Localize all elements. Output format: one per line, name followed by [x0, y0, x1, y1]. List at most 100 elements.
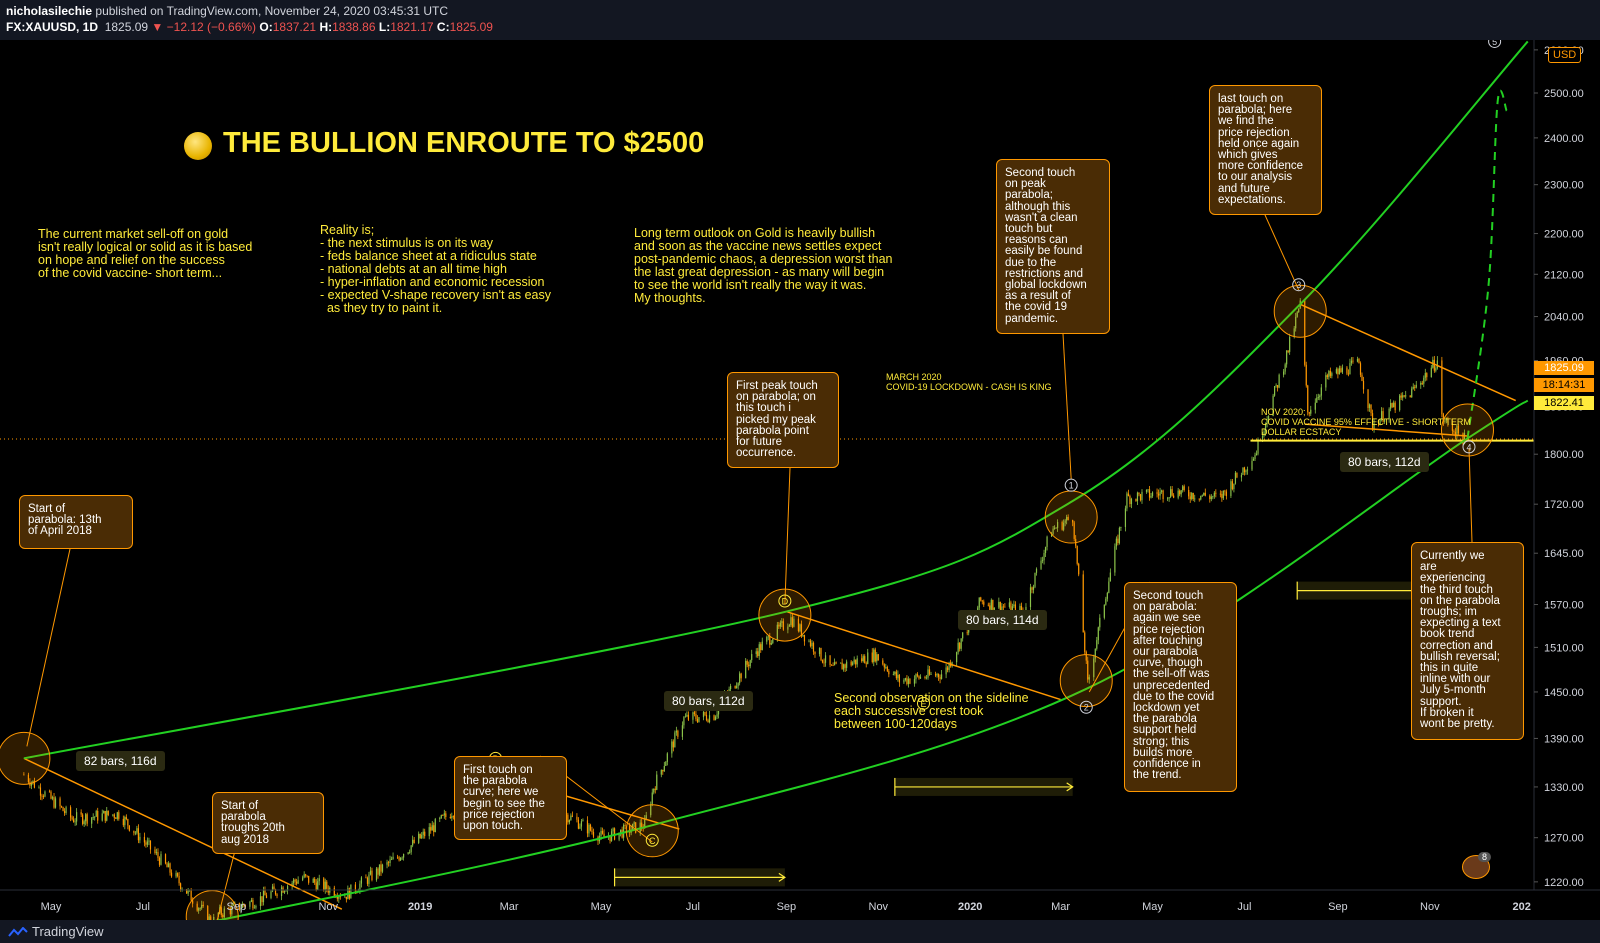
- candle-body: [818, 647, 821, 654]
- candle-body: [1283, 371, 1285, 375]
- price-tick-label: 1645.00: [1544, 548, 1584, 560]
- candle-body: [428, 827, 430, 837]
- candle-body: [882, 660, 884, 665]
- candle-body: [54, 798, 57, 808]
- note-march-2020: MARCH 2020 COVID-19 LOCKDOWN - CASH IS K…: [886, 372, 1052, 392]
- symbol-label[interactable]: FX:XAUUSD, 1D: [6, 20, 99, 34]
- candle-body: [1451, 422, 1454, 431]
- candle-body: [734, 685, 736, 689]
- candle-body: [53, 797, 55, 808]
- candle-body: [1034, 572, 1036, 587]
- candle-body: [865, 663, 867, 665]
- candle-body: [788, 625, 790, 627]
- time-tick-label: May: [1142, 901, 1163, 913]
- bar-range-label-2: 80 bars, 112d: [664, 691, 753, 711]
- callout-first-touch-text: First touch on the parabola curve; here …: [463, 764, 545, 833]
- candle-body: [1252, 458, 1255, 461]
- candle-body: [1120, 526, 1122, 528]
- candle-body: [770, 642, 772, 645]
- candle-body: [1400, 395, 1402, 398]
- callout-last-touch[interactable]: last touch on parabola; here we find the…: [1209, 85, 1322, 215]
- marker-label-C: C: [649, 836, 656, 846]
- callout-first-peak[interactable]: First peak touch on parabola; on this to…: [727, 372, 839, 468]
- candle-body: [244, 905, 246, 907]
- candle-body: [243, 903, 245, 906]
- candle-body: [1390, 403, 1392, 409]
- candle-body: [1224, 490, 1226, 492]
- callout-second-peak[interactable]: Second touch on peak parabola; although …: [996, 159, 1110, 334]
- time-tick-label: 2019: [408, 901, 432, 913]
- candle-body: [1328, 370, 1330, 377]
- candle-body: [714, 716, 717, 721]
- tradingview-brand[interactable]: TradingView: [32, 924, 104, 939]
- callout-first-peak-text: First peak touch on parabola; on this to…: [736, 380, 818, 460]
- candle-body: [790, 617, 792, 626]
- candle-body: [644, 819, 646, 829]
- candle-body: [1305, 364, 1307, 386]
- symbol-line: FX:XAUUSD, 1D 1825.09 ▼ −12.12 (−0.66%) …: [6, 20, 493, 34]
- candle-body: [228, 908, 230, 910]
- candle-body: [63, 811, 66, 813]
- candle-body: [1267, 415, 1270, 421]
- candle-body: [980, 597, 982, 601]
- candle-body: [1382, 411, 1384, 422]
- candle-body: [1377, 423, 1380, 426]
- touch-circle: [1273, 284, 1327, 338]
- candle-body: [861, 658, 863, 662]
- candle-body: [1415, 384, 1417, 388]
- candle-body: [283, 891, 286, 893]
- candle-body: [633, 822, 635, 824]
- candle-body: [580, 821, 583, 827]
- price-tick-label: 1220.00: [1544, 877, 1584, 889]
- candle-body: [1263, 431, 1265, 436]
- callout-troughs-start[interactable]: Start of parabola troughs 20th aug 2018: [212, 792, 324, 854]
- currency-badge[interactable]: USD: [1548, 47, 1582, 63]
- candle-body: [898, 674, 900, 683]
- author-avatar[interactable]: [1462, 855, 1490, 879]
- callout-currently[interactable]: Currently we are experiencing the third …: [1411, 542, 1524, 740]
- candle-body: [1200, 495, 1202, 500]
- callout-first-touch[interactable]: First touch on the parabola curve; here …: [454, 756, 567, 840]
- low-value: 1821.17: [390, 20, 434, 34]
- candle-body: [886, 667, 888, 672]
- candle-body: [190, 889, 192, 901]
- candle-body: [1331, 373, 1333, 376]
- candle-body: [660, 769, 662, 775]
- callout-parabola-start[interactable]: Start of parabola: 13th of April 2018: [19, 495, 133, 549]
- candle-body: [1085, 651, 1087, 661]
- callout-second-parabola[interactable]: Second touch on parabola: again we see p…: [1124, 582, 1237, 792]
- candle-body: [823, 662, 825, 664]
- candle-body: [1289, 336, 1291, 352]
- candle-body: [1057, 522, 1059, 528]
- candle-body: [1099, 617, 1101, 628]
- candle-body: [1046, 536, 1048, 548]
- candle-body: [122, 818, 124, 826]
- author-name[interactable]: nicholasilechie: [6, 4, 93, 18]
- candle-body: [296, 881, 298, 884]
- candle-body: [139, 836, 141, 841]
- candle-body: [990, 599, 992, 610]
- candle-body: [38, 787, 40, 789]
- avatar-badge: 8: [1478, 852, 1492, 862]
- candle-body: [937, 674, 940, 678]
- last-price: 1825.09: [104, 20, 149, 34]
- candle-body: [1203, 492, 1205, 496]
- candle-body: [1286, 350, 1288, 365]
- candle-body: [873, 649, 875, 663]
- candle-body: [359, 883, 361, 891]
- candle-body: [1442, 414, 1444, 422]
- touch-circle: [1044, 490, 1098, 544]
- date-range-arrow: [778, 872, 786, 882]
- candle-body: [577, 819, 580, 829]
- candle-body: [442, 814, 444, 816]
- candle-body: [1084, 632, 1086, 652]
- note-middle: Reality is; - the next stimulus is on it…: [320, 223, 551, 315]
- candle-body: [1403, 395, 1405, 397]
- candle-body: [1179, 490, 1181, 495]
- note-left: The current market sell-off on gold isn'…: [38, 227, 253, 280]
- candle-body: [586, 820, 589, 834]
- candle-body: [430, 827, 432, 831]
- candle-body: [50, 791, 52, 799]
- price-chart[interactable]: ABCDE12345 1220.001270.001330.001390.001…: [0, 40, 1600, 920]
- candle-body: [903, 680, 905, 683]
